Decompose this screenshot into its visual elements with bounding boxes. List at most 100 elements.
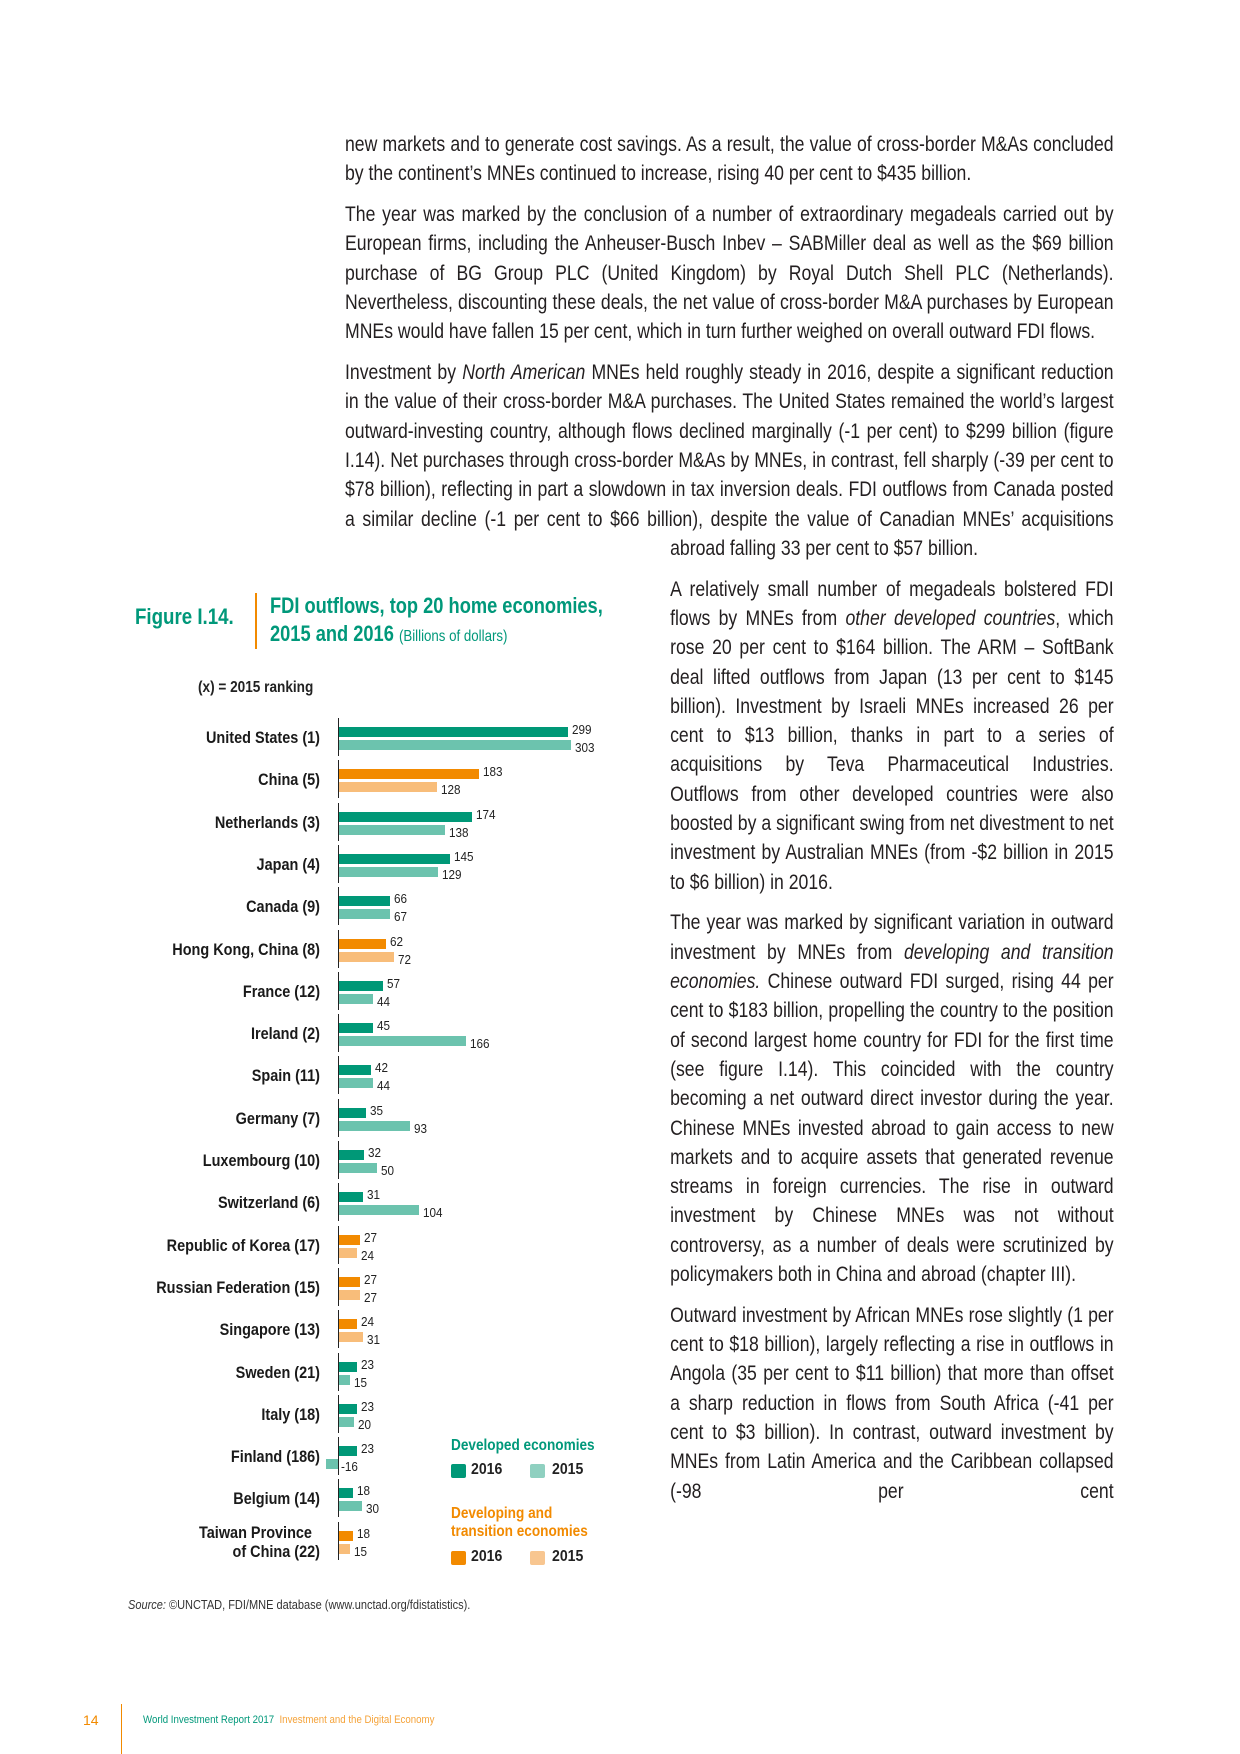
legend-swatch-developing-2015 <box>530 1551 545 1565</box>
legend-developing-title: Developing and transition economies <box>451 1505 588 1541</box>
bar-2015 <box>339 1289 360 1300</box>
value-label: 24 <box>361 1247 375 1263</box>
value-label: 31 <box>366 1187 380 1203</box>
category-label: United States (1) <box>205 728 320 747</box>
bar-2016 <box>339 1446 357 1457</box>
bar-2015 <box>339 1543 351 1554</box>
category-label: Ireland (2) <box>250 1024 320 1044</box>
text: Outward investment by African MNEs rose … <box>670 1303 1114 1503</box>
figure-title: FDI outflows, top 20 home economies, 201… <box>270 592 603 651</box>
axis-line <box>338 844 339 883</box>
emphasis: other developed countries <box>845 606 1056 630</box>
value-label: 50 <box>381 1163 395 1178</box>
value-label: 129 <box>441 866 462 882</box>
axis-line <box>338 802 339 841</box>
axis-line <box>338 1056 339 1095</box>
bar-2016 <box>339 1023 374 1034</box>
value-label: 42 <box>375 1060 389 1076</box>
axis-line <box>338 1225 339 1264</box>
value-label: -16 <box>341 1459 358 1475</box>
bar-2015 <box>339 1416 355 1427</box>
value-label: 35 <box>369 1102 383 1118</box>
bar-2015 <box>339 1332 363 1343</box>
axis-line <box>338 760 339 799</box>
value-label: 27 <box>363 1289 377 1305</box>
category-label: Taiwan Province of China (22) <box>199 1522 320 1561</box>
category-label: Italy (18) <box>261 1404 320 1424</box>
axis-line <box>338 1479 339 1518</box>
bar-2016 <box>339 1192 363 1203</box>
figure-title-line2: 2015 and 2016 (Billions of dollars) <box>270 620 603 651</box>
bar-2016 <box>339 1361 357 1372</box>
bar-2015 <box>339 1247 358 1258</box>
category-label: Finland (186) <box>230 1447 320 1467</box>
bar-2016 <box>339 1150 364 1160</box>
bar-2015 <box>339 909 391 920</box>
value-label: 44 <box>376 993 390 1009</box>
value-label: 23 <box>360 1398 374 1414</box>
report-title: World Investment Report 2017 <box>143 1714 275 1726</box>
category-label: Netherlands (3) <box>214 812 320 832</box>
text: The year was marked by the conclusion of… <box>345 203 1114 344</box>
bar-2016 <box>339 1276 360 1287</box>
footer-text: World Investment Report 2017 Investment … <box>143 1714 434 1726</box>
value-label: 27 <box>363 1229 377 1245</box>
value-label: 66 <box>393 891 407 907</box>
value-label: 15 <box>354 1374 368 1390</box>
category-label: Japan (4) <box>256 854 320 874</box>
paragraph: Investment by North American MNEs held r… <box>345 358 1114 563</box>
value-label: 44 <box>376 1078 390 1094</box>
page-number: 14 <box>83 1712 99 1728</box>
value-label: 183 <box>483 764 503 780</box>
bar-2016 <box>339 811 473 822</box>
category-label: France (12) <box>242 981 320 1001</box>
legend-swatch-developed-2016 <box>451 1464 466 1478</box>
axis-line <box>338 1521 339 1560</box>
text: A relatively small number of megadeals b… <box>670 577 1114 630</box>
category-label: Germany (7) <box>235 1108 320 1128</box>
footer-divider <box>121 1704 122 1754</box>
axis-line <box>338 1267 339 1306</box>
category-label: Republic of Korea (17) <box>166 1235 320 1255</box>
value-label: 67 <box>394 909 408 925</box>
value-label: 174 <box>476 806 496 822</box>
category-label: Belgium (14) <box>233 1489 320 1509</box>
bar-2016 <box>339 896 390 907</box>
bar-2015 <box>339 866 438 877</box>
bar-2016 <box>339 1319 358 1330</box>
value-label: 72 <box>398 951 412 967</box>
value-label: 18 <box>356 1483 370 1499</box>
axis-line <box>338 1098 339 1137</box>
axis-line <box>338 1014 339 1053</box>
axis-line <box>338 1141 339 1179</box>
legend-swatch-developed-2015 <box>530 1464 545 1478</box>
bar-2015 <box>339 951 395 962</box>
category-label: Canada (9) <box>246 897 320 917</box>
value-label: 62 <box>390 933 404 949</box>
bar-2015 <box>339 993 373 1004</box>
text: Chinese outward FDI surged, rising 44 pe… <box>670 970 1114 1286</box>
category-label: Russian Federation (15) <box>156 1277 320 1297</box>
category-label: Hong Kong, China (8) <box>172 939 320 959</box>
axis-line <box>338 1437 339 1476</box>
axis-line <box>338 1310 339 1349</box>
text: , which rose 20 per cent to $164 billion… <box>670 606 1114 894</box>
value-label: 23 <box>360 1441 374 1457</box>
value-label: 104 <box>422 1205 443 1221</box>
value-label: 32 <box>367 1145 381 1160</box>
value-label: 138 <box>448 824 469 840</box>
category-label: Luxembourg (10) <box>202 1151 320 1170</box>
bar-2015 <box>339 1501 362 1512</box>
bar-2015 <box>339 1078 373 1089</box>
axis-line <box>338 1183 339 1222</box>
value-label: 303 <box>575 740 595 755</box>
value-label: 30 <box>365 1501 379 1517</box>
figure-title-line1: FDI outflows, top 20 home economies, <box>270 593 603 618</box>
axis-line <box>338 887 339 926</box>
emphasis: developing and transition economies. <box>670 940 1114 994</box>
bar-2016 <box>339 1488 353 1499</box>
paragraph: new markets and to generate cost savings… <box>345 130 1114 189</box>
axis-line <box>338 929 339 968</box>
axis-line <box>338 971 339 1010</box>
category-label: Switzerland (6) <box>218 1193 320 1213</box>
